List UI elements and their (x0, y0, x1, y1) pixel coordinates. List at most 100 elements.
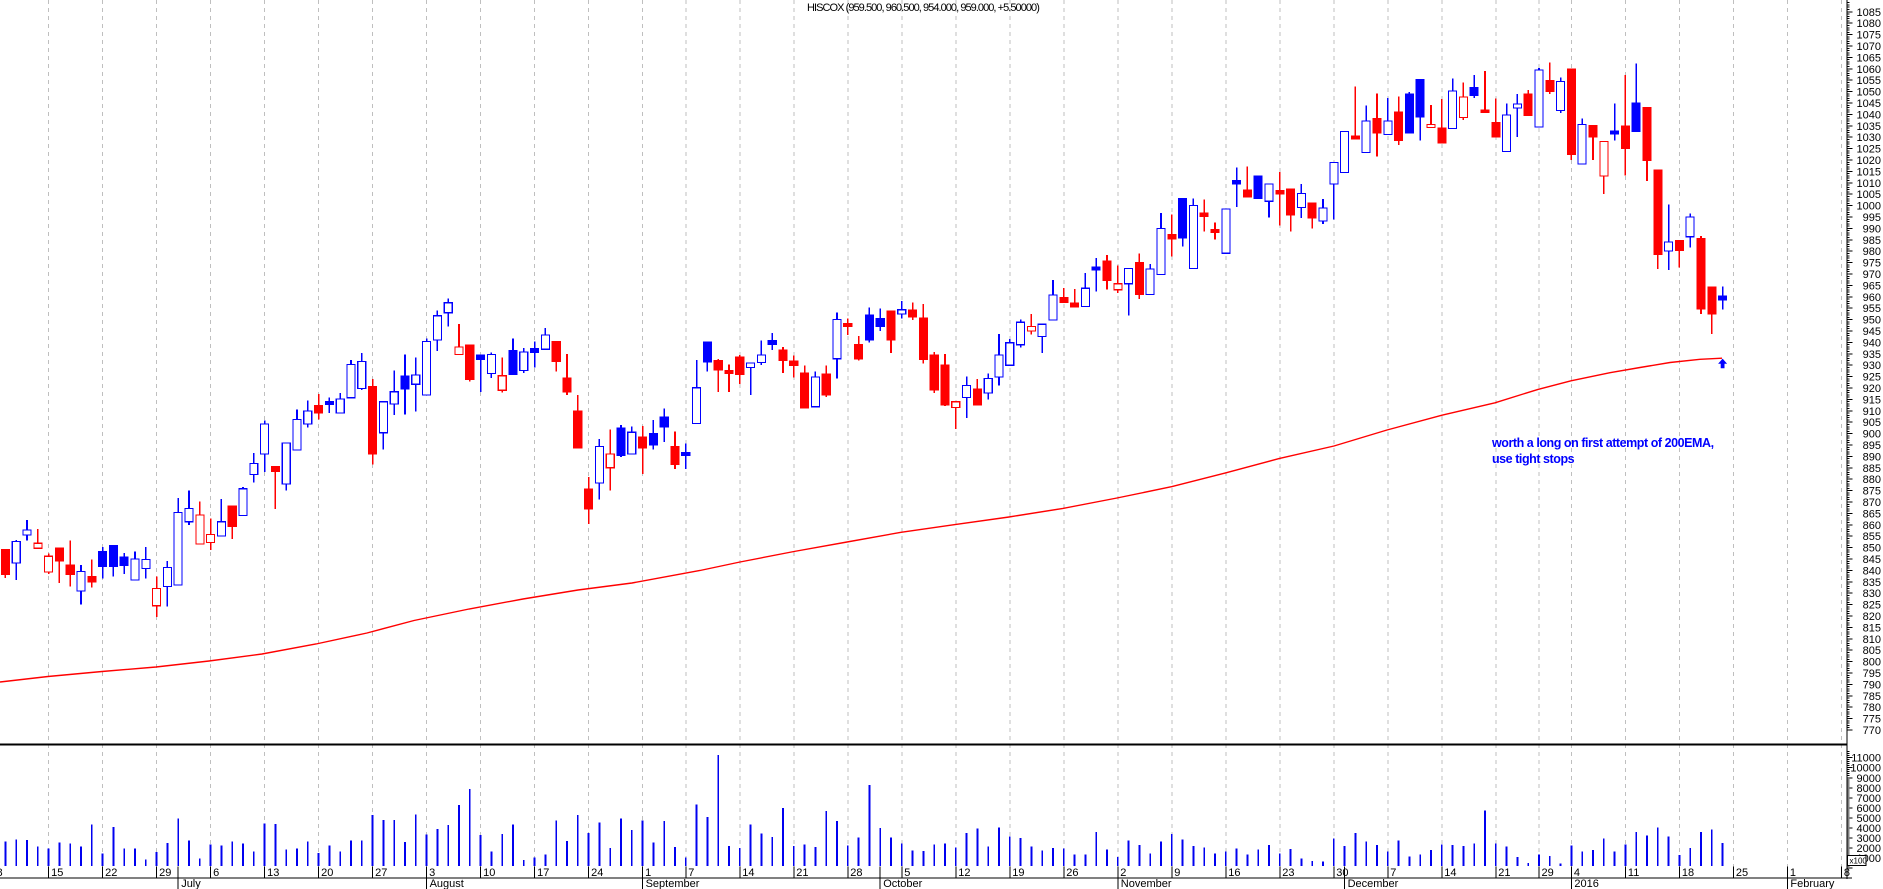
svg-text:870: 870 (1863, 497, 1881, 509)
svg-text:7000: 7000 (1857, 793, 1881, 805)
svg-text:10: 10 (483, 867, 495, 879)
svg-text:925: 925 (1863, 372, 1881, 384)
svg-text:15: 15 (51, 867, 63, 879)
svg-text:950: 950 (1863, 315, 1881, 327)
svg-text:1000: 1000 (1857, 201, 1881, 213)
svg-text:815: 815 (1863, 622, 1881, 634)
svg-text:865: 865 (1863, 508, 1881, 520)
svg-text:use tight stops: use tight stops (1492, 452, 1575, 466)
svg-text:23: 23 (1282, 867, 1294, 879)
svg-text:21: 21 (1498, 867, 1510, 879)
svg-text:1020: 1020 (1857, 155, 1881, 167)
svg-text:November: November (1121, 878, 1172, 889)
svg-text:2: 2 (1120, 867, 1126, 879)
svg-text:1040: 1040 (1857, 109, 1881, 121)
svg-text:1030: 1030 (1857, 132, 1881, 144)
svg-text:December: December (1348, 878, 1399, 889)
svg-text:970: 970 (1863, 269, 1881, 281)
svg-text:2016: 2016 (1574, 878, 1598, 889)
svg-text:4000: 4000 (1857, 823, 1881, 835)
svg-text:10000: 10000 (1850, 763, 1881, 775)
svg-text:835: 835 (1863, 577, 1881, 589)
svg-text:February: February (1790, 878, 1835, 889)
svg-text:785: 785 (1863, 691, 1881, 703)
svg-text:13: 13 (267, 867, 279, 879)
svg-text:875: 875 (1863, 486, 1881, 498)
svg-text:6: 6 (213, 867, 219, 879)
svg-text:855: 855 (1863, 531, 1881, 543)
svg-text:11000: 11000 (1851, 753, 1881, 765)
svg-text:18: 18 (1682, 867, 1694, 879)
svg-text:22: 22 (105, 867, 117, 879)
svg-text:975: 975 (1863, 258, 1881, 270)
svg-text:8000: 8000 (1857, 783, 1881, 795)
svg-text:1085: 1085 (1857, 7, 1881, 19)
svg-text:1080: 1080 (1857, 18, 1881, 30)
svg-text:790: 790 (1863, 679, 1881, 691)
svg-text:830: 830 (1863, 588, 1881, 600)
svg-text:825: 825 (1863, 600, 1881, 612)
svg-text:850: 850 (1863, 543, 1881, 555)
svg-text:24: 24 (591, 867, 603, 879)
svg-text:7: 7 (1390, 867, 1396, 879)
svg-text:995: 995 (1863, 212, 1881, 224)
svg-text:1055: 1055 (1857, 75, 1881, 87)
svg-text:1035: 1035 (1857, 121, 1881, 133)
svg-text:1015: 1015 (1857, 166, 1881, 178)
svg-text:805: 805 (1863, 645, 1881, 657)
svg-text:HISCOX (959.500, 960.500, 954.: HISCOX (959.500, 960.500, 954.000, 959.0… (807, 2, 1039, 14)
svg-text:26: 26 (1066, 867, 1078, 879)
svg-text:21: 21 (796, 867, 808, 879)
svg-text:1005: 1005 (1857, 189, 1881, 201)
svg-text:795: 795 (1863, 668, 1881, 680)
svg-text:775: 775 (1863, 714, 1881, 726)
svg-text:770: 770 (1863, 725, 1881, 737)
svg-text:8: 8 (0, 867, 3, 879)
svg-text:4: 4 (1574, 867, 1580, 879)
svg-text:1: 1 (645, 867, 651, 879)
svg-text:7: 7 (688, 867, 694, 879)
svg-text:1060: 1060 (1857, 64, 1881, 76)
svg-text:980: 980 (1863, 246, 1881, 258)
svg-text:6000: 6000 (1857, 803, 1881, 815)
svg-text:5: 5 (904, 867, 910, 879)
svg-text:14: 14 (1444, 867, 1456, 879)
svg-text:August: August (430, 878, 464, 889)
svg-text:October: October (883, 878, 922, 889)
svg-text:985: 985 (1863, 235, 1881, 247)
svg-text:965: 965 (1863, 280, 1881, 292)
svg-text:28: 28 (850, 867, 862, 879)
svg-text:1075: 1075 (1857, 30, 1881, 42)
svg-text:17: 17 (537, 867, 549, 879)
svg-text:930: 930 (1863, 360, 1881, 372)
svg-text:780: 780 (1863, 702, 1881, 714)
svg-text:19: 19 (1012, 867, 1024, 879)
svg-text:955: 955 (1863, 303, 1881, 315)
svg-text:9: 9 (1174, 867, 1180, 879)
svg-text:3: 3 (429, 867, 435, 879)
svg-text:910: 910 (1863, 406, 1881, 418)
svg-text:14: 14 (742, 867, 754, 879)
svg-text:29: 29 (159, 867, 171, 879)
svg-text:920: 920 (1863, 383, 1881, 395)
svg-text:895: 895 (1863, 440, 1881, 452)
svg-text:16: 16 (1228, 867, 1240, 879)
svg-text:885: 885 (1863, 463, 1881, 475)
svg-text:890: 890 (1863, 451, 1881, 463)
svg-text:940: 940 (1863, 337, 1881, 349)
svg-text:1010: 1010 (1857, 178, 1881, 190)
svg-text:5000: 5000 (1857, 813, 1881, 825)
svg-text:27: 27 (375, 867, 387, 879)
svg-text:820: 820 (1863, 611, 1881, 623)
svg-text:25: 25 (1736, 867, 1748, 879)
svg-text:worth a long on first attempt: worth a long on first attempt of 200EMA, (1491, 436, 1714, 450)
svg-text:September: September (646, 878, 700, 889)
svg-text:2000: 2000 (1857, 843, 1881, 855)
svg-text:20: 20 (321, 867, 333, 879)
svg-text:8: 8 (1844, 867, 1850, 879)
svg-text:1050: 1050 (1857, 87, 1881, 99)
svg-text:30: 30 (1336, 867, 1348, 879)
svg-text:1045: 1045 (1857, 98, 1881, 110)
svg-text:935: 935 (1863, 349, 1881, 361)
svg-text:1070: 1070 (1857, 41, 1881, 53)
